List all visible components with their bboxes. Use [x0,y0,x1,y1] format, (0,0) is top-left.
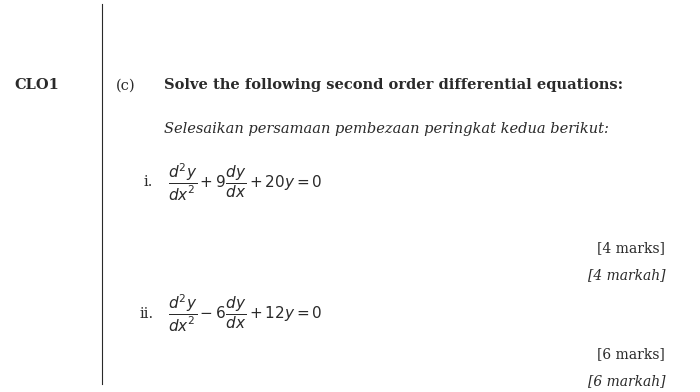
Text: $\dfrac{d^2y}{dx^2} + 9\dfrac{dy}{dx} + 20y = 0$: $\dfrac{d^2y}{dx^2} + 9\dfrac{dy}{dx} + … [168,162,323,203]
Text: [6 marks]: [6 marks] [597,347,665,361]
Text: i.: i. [144,175,153,189]
Text: [6 markah]: [6 markah] [587,374,665,388]
Text: Selesaikan persamaan pembezaan peringkat kedua berikut:: Selesaikan persamaan pembezaan peringkat… [164,122,610,136]
Text: $\dfrac{d^2y}{dx^2} - 6\dfrac{dy}{dx} + 12y = 0$: $\dfrac{d^2y}{dx^2} - 6\dfrac{dy}{dx} + … [168,293,323,334]
Text: [4 marks]: [4 marks] [597,241,665,255]
Text: [4 markah]: [4 markah] [587,269,665,283]
Text: CLO1: CLO1 [14,78,59,93]
Text: ii.: ii. [140,307,154,321]
Text: (c): (c) [116,78,135,93]
Text: Solve the following second order differential equations:: Solve the following second order differe… [164,78,624,93]
